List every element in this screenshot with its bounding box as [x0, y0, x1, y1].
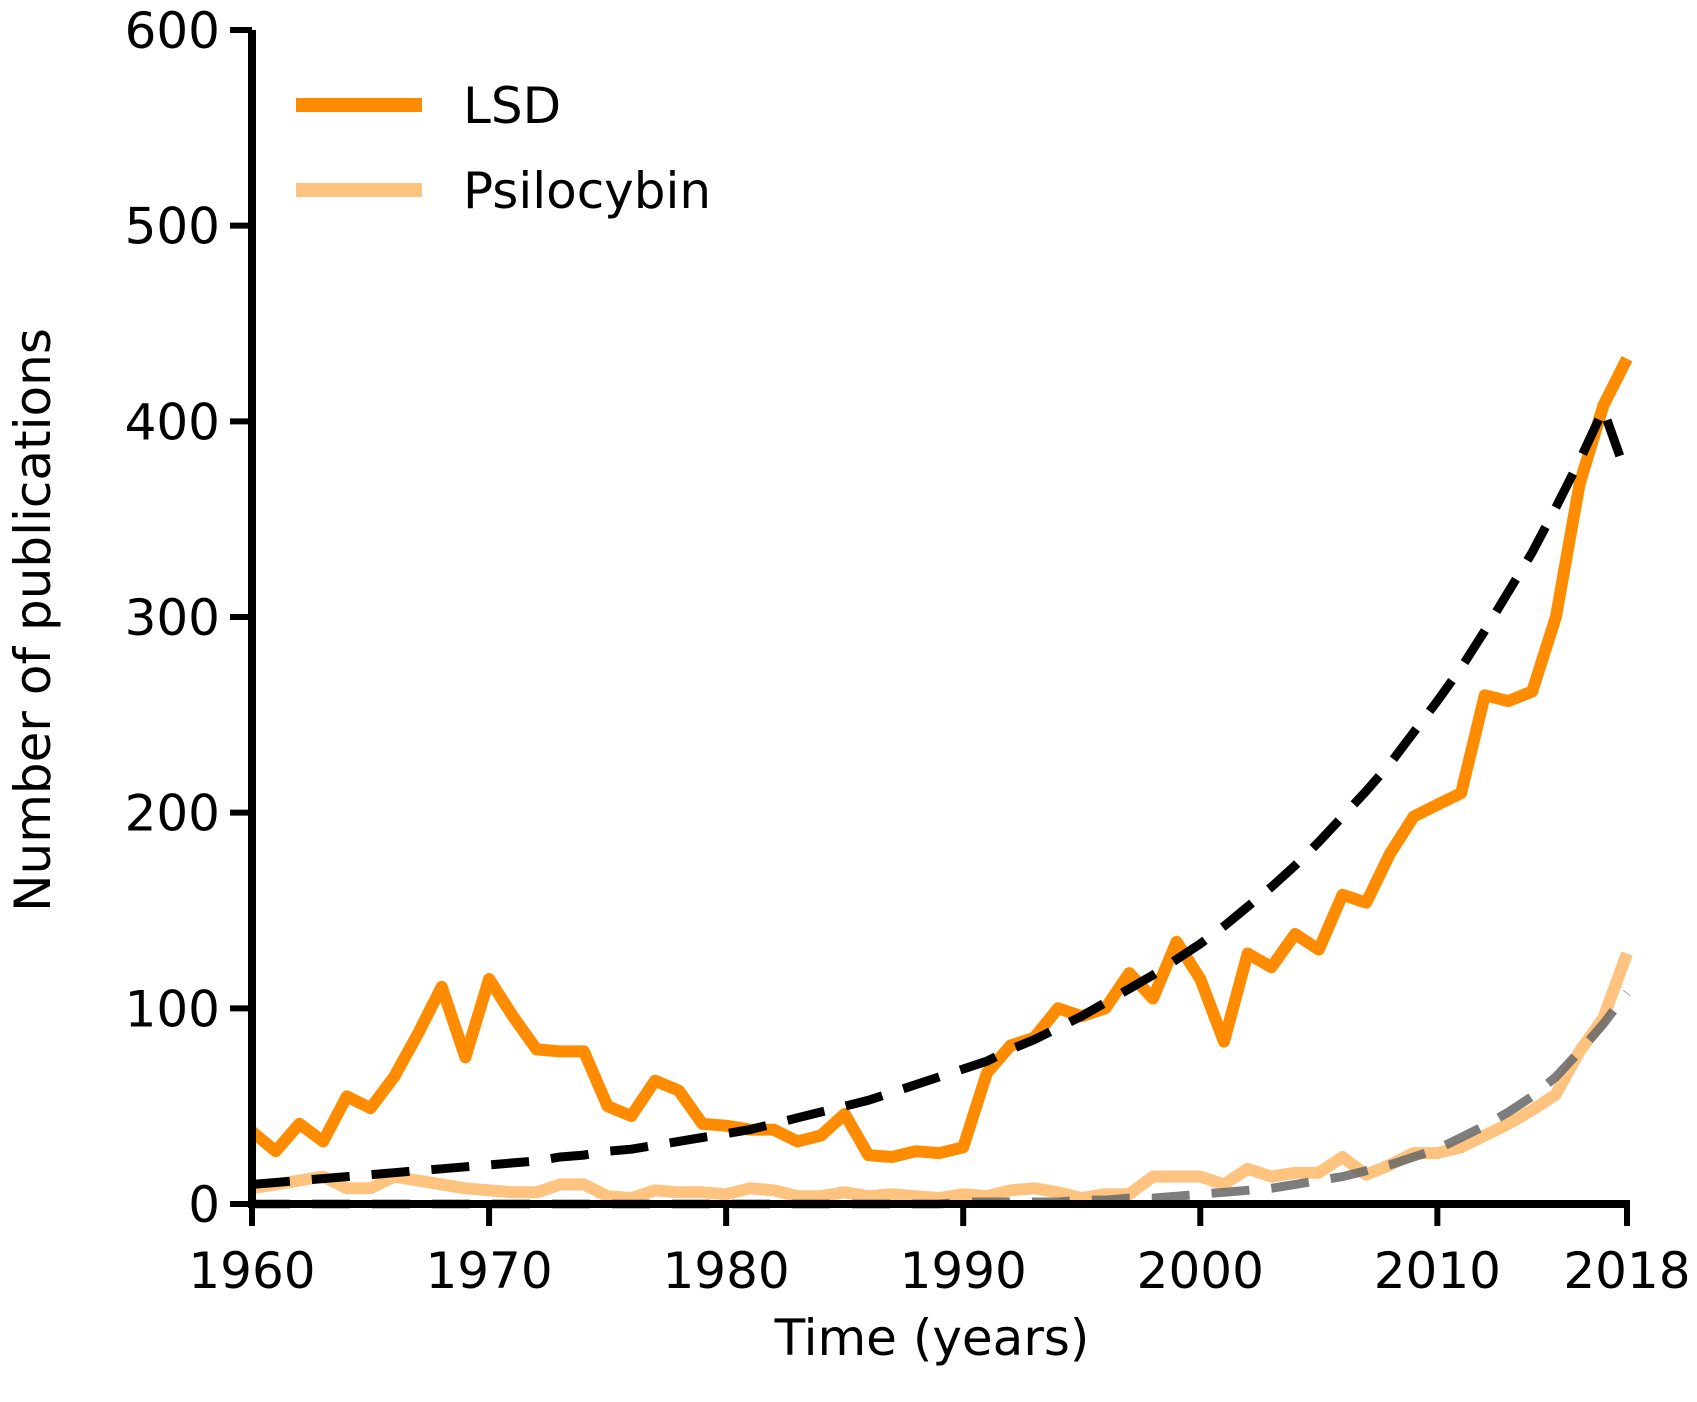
plot-area	[248, 355, 1633, 1209]
x-axis-title: Time (years)	[774, 1309, 1090, 1367]
y-axis-title: Number of publications	[4, 328, 62, 912]
ticks: 0 100 200 300 400 500 600 1960 1970 1980 1990 2000 2…	[125, 2, 1691, 1300]
y-tick-label: 0	[188, 1176, 220, 1234]
legend: LSD Psilocybin	[296, 77, 711, 220]
x-tick-label: 1960	[188, 1242, 315, 1300]
x-tick-label: 1980	[663, 1242, 790, 1300]
x-tick-label: 1990	[900, 1242, 1027, 1300]
series-line-lsd	[248, 355, 1633, 1163]
y-tick-label: 400	[125, 393, 220, 451]
y-tick-label: 200	[125, 785, 220, 843]
y-tick-label: 600	[125, 2, 220, 60]
legend-label-lsd: LSD	[463, 77, 561, 135]
x-tick-label: 2000	[1137, 1242, 1264, 1300]
y-tick-label: 100	[125, 980, 220, 1038]
x-tick-label: 2010	[1374, 1242, 1501, 1300]
x-tick-label: 2018	[1563, 1242, 1690, 1300]
x-tick-label: 1970	[425, 1242, 552, 1300]
legend-label-psilocybin: Psilocybin	[463, 162, 711, 220]
trend-line-lsd	[251, 397, 1632, 1189]
y-tick-label: 500	[125, 198, 220, 256]
y-tick-label: 300	[125, 589, 220, 647]
series-line-psilocybin	[251, 951, 1633, 1205]
